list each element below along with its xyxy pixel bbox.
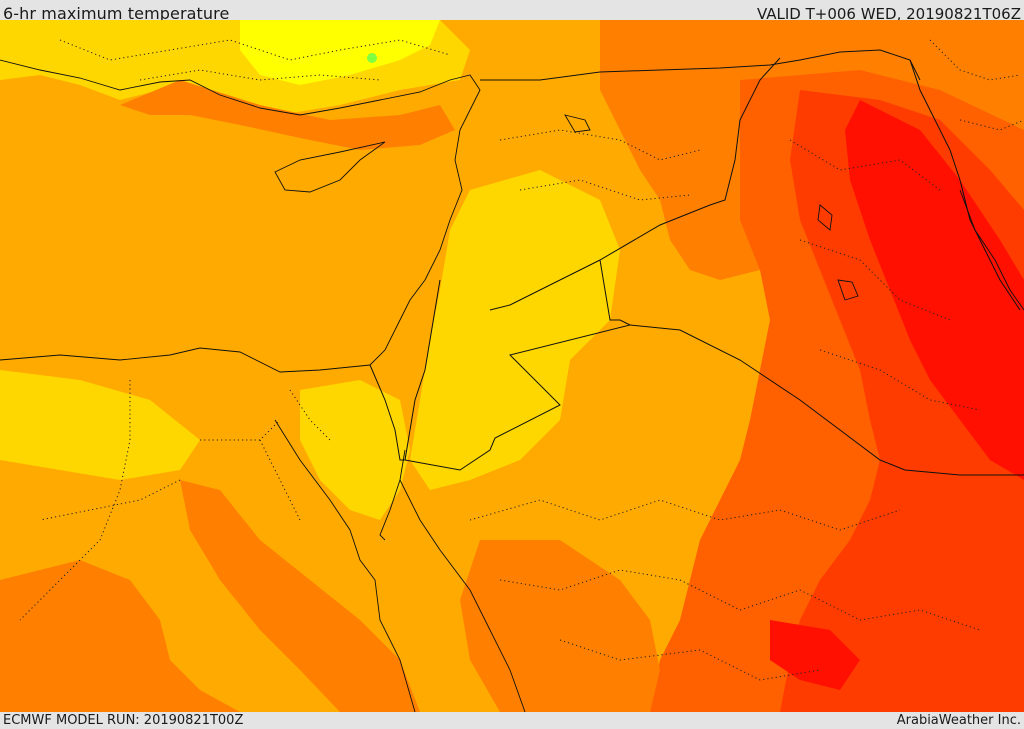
orange-red-sea-strip [180,480,420,712]
gulf-coastline [959,189,1024,311]
egypt-israel-border [369,364,405,461]
orange-coast-strip [120,80,455,150]
province-line-saudi [469,499,981,681]
iraq-saudi-border [629,324,1024,476]
lake-milh [837,279,859,301]
israel-jordan-border [404,279,441,461]
gulf-of-suez-coast [274,419,416,712]
yellow-egypt-west [0,370,200,480]
turkey-coastline [0,59,481,131]
yellow-sinai-region [300,380,410,520]
province-line-iraq [789,139,981,411]
orange-southwest [0,560,240,712]
red-hotspot [845,100,1024,480]
green-spot [367,53,377,63]
turkey-syria-border [480,49,921,81]
temperature-map [0,20,1024,712]
province-line-syria [499,129,701,201]
lake-tharthar [817,204,833,231]
model-run-label: ECMWF MODEL RUN: 20190821T00Z [3,713,244,728]
map-header: 6-hr maximum temperature VALID T+006 WED… [0,0,1024,23]
levant-coastline [369,129,463,366]
jordan-saudi-border [404,259,632,471]
valid-time: VALID T+006 WED, 20190821T06Z [756,5,1021,23]
province-line-sinai [259,389,331,521]
map-title: 6-hr maximum temperature [3,4,230,23]
red-southeast-patch [770,620,860,690]
yellow-jordan-region [410,170,620,490]
lake-assad [564,114,591,133]
gulf-of-aqaba-coast [379,449,406,541]
province-line-turkey [59,39,451,81]
arabia-red-sea-coast [399,479,526,712]
syria-iraq-border [489,57,781,311]
egypt-coastline [0,347,371,373]
cyprus-coastline [274,141,386,193]
bright-yellow-region [240,20,440,85]
map-footer: ECMWF MODEL RUN: 20190821T00Z ArabiaWeat… [0,712,1024,729]
iraq-iran-border [909,59,1021,311]
credit-label: ArabiaWeather Inc. [896,713,1021,728]
province-line-iran [929,39,1024,131]
